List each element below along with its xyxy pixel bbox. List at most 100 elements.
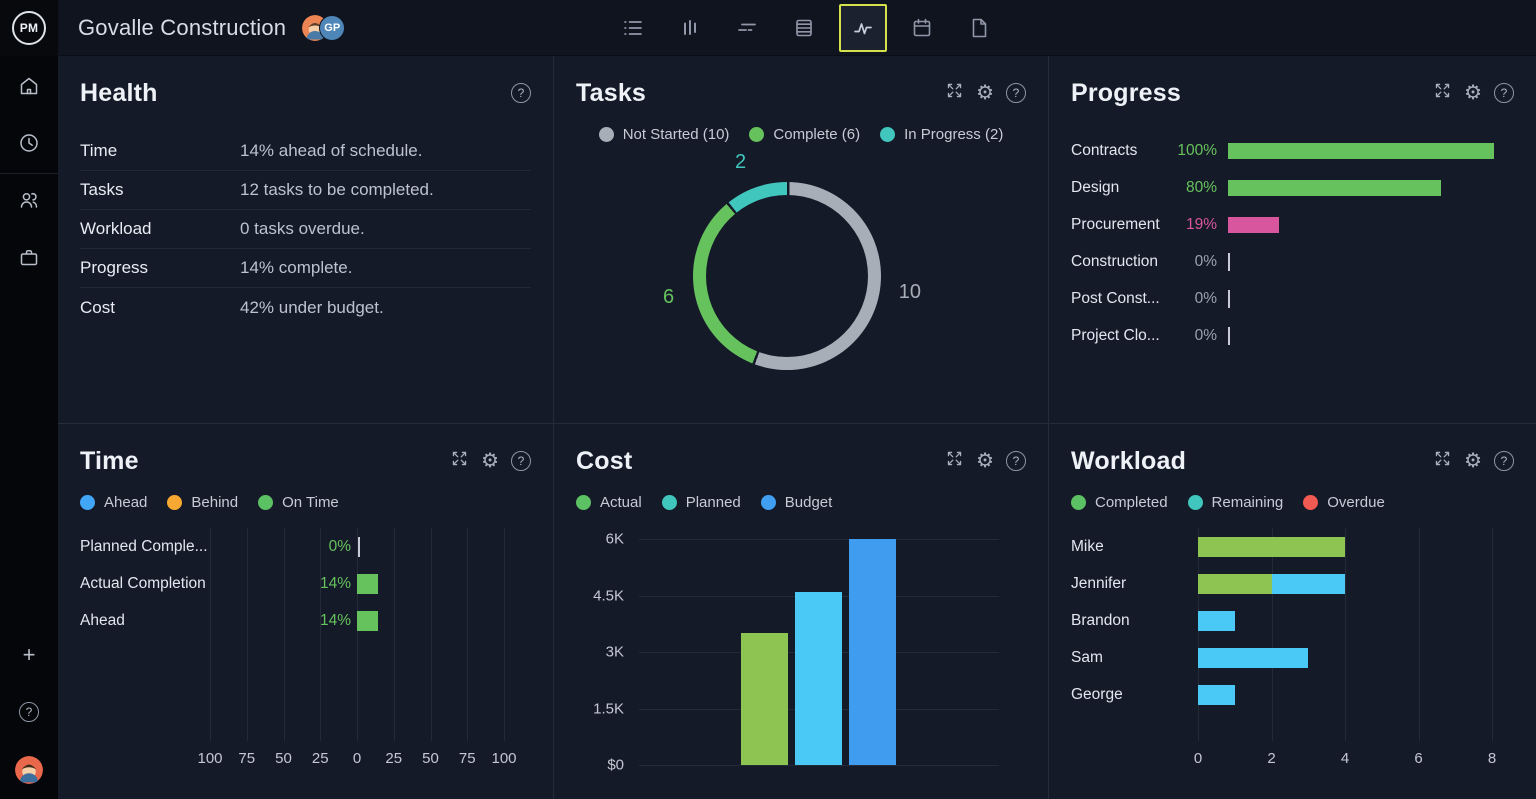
gantt-view-button[interactable] (725, 6, 769, 50)
gridline (1345, 528, 1346, 741)
calendar-view-button[interactable] (900, 6, 944, 50)
axis-tick-label: 1.5K (593, 700, 624, 717)
axis-tick-label: 8 (1487, 750, 1497, 767)
workload-bar-remaining (1198, 647, 1309, 668)
legend-dot-icon (1187, 495, 1203, 510)
time-row: Planned Comple... 0% (80, 528, 504, 565)
legend-item[interactable]: Behind (167, 494, 238, 511)
sheet-view-button[interactable] (782, 6, 826, 50)
legend-item[interactable]: Complete (6) (749, 126, 860, 143)
panel-health: Health ? Time 14% ahead of schedule. Tasks… (58, 56, 553, 423)
health-row-label: Time (80, 141, 118, 160)
legend-dot-icon (760, 495, 776, 510)
donut-callout: 6 (663, 286, 675, 308)
workload-chart: Mike Jennifer Brandon Sam George (1071, 528, 1493, 741)
progress-row-percent: 0% (1194, 326, 1217, 344)
expand-icon[interactable] (945, 81, 964, 105)
axis-tick-label: 25 (385, 750, 403, 767)
legend-item[interactable]: Budget (760, 494, 832, 511)
time-bar (357, 610, 378, 631)
expand-icon[interactable] (945, 449, 964, 473)
progress-bar-track (1228, 252, 1494, 271)
panel-cost: Cost ⚙ ? Actual Planned Budget 6K 4.5K 3K 1.5… (553, 423, 1048, 799)
top-bar: Govalle Construction GP (58, 0, 1536, 56)
axis-tick-label: 4.5K (593, 587, 624, 604)
progress-bar (1228, 179, 1441, 196)
expand-icon[interactable] (1433, 81, 1452, 105)
expand-icon[interactable] (1433, 449, 1452, 473)
axis-tick-label: 100 (491, 750, 517, 767)
health-row-label: Workload (80, 219, 152, 238)
panel-title-time: Time (80, 446, 139, 475)
legend-item[interactable]: Completed (1071, 494, 1168, 511)
axis-tick-label: 75 (238, 750, 256, 767)
panel-progress: Progress ⚙ ? Contracts 100% Design 80% Procu… (1048, 56, 1536, 423)
member-avatar-initials[interactable]: GP (319, 14, 346, 41)
help-icon[interactable]: ? (1006, 83, 1026, 103)
cost-bar (849, 539, 896, 765)
progress-row: Post Const... 0% (1071, 280, 1514, 317)
legend-dot-icon (576, 495, 591, 510)
help-icon[interactable]: ? (1006, 451, 1026, 471)
user-avatar[interactable] (15, 756, 43, 784)
panel-title-health: Health (80, 78, 158, 107)
list-icon (624, 20, 642, 35)
gear-icon[interactable]: ⚙ (976, 450, 994, 472)
legend-item[interactable]: Actual (576, 494, 642, 511)
pm-logo[interactable]: PM (12, 11, 46, 45)
left-sidebar: + ? (0, 56, 58, 799)
workload-row-label: Mike (1071, 537, 1104, 555)
progress-row-percent: 0% (1194, 252, 1217, 270)
gear-icon[interactable]: ⚙ (481, 450, 499, 472)
help-icon[interactable]: ? (511, 451, 531, 471)
gear-icon[interactable]: ⚙ (1464, 450, 1482, 472)
expand-icon[interactable] (450, 449, 469, 473)
sidebar-help-button[interactable]: ? (13, 696, 45, 728)
legend-item[interactable]: Not Started (10) (598, 126, 729, 143)
sidebar-item-home[interactable] (13, 70, 45, 102)
progress-row-percent: 19% (1185, 215, 1217, 233)
progress-row: Project Clo... 0% (1071, 317, 1514, 354)
legend-dot-icon (258, 495, 274, 510)
legend-label: Behind (191, 494, 239, 511)
sidebar-item-recent[interactable] (13, 127, 45, 159)
axis-tick-label: 6 (1414, 750, 1423, 767)
sidebar-add-button[interactable]: + (13, 639, 45, 671)
workload-bar-remaining (1198, 684, 1235, 705)
legend-item[interactable]: Overdue (1303, 494, 1385, 511)
help-icon[interactable]: ? (511, 83, 531, 103)
briefcase-icon (20, 250, 38, 266)
help-icon[interactable]: ? (1494, 451, 1514, 471)
dashboard-view-button[interactable] (839, 3, 887, 52)
workload-row: George (1071, 676, 1492, 713)
health-row: Workload 0 tasks overdue. (80, 210, 531, 249)
legend-item[interactable]: Remaining (1187, 494, 1284, 511)
sidebar-item-team[interactable] (13, 184, 45, 216)
help-icon[interactable]: ? (1494, 83, 1514, 103)
workload-bar-remaining (1271, 573, 1345, 594)
progress-row: Procurement 19% (1071, 206, 1514, 243)
cost-bar (795, 591, 842, 765)
progress-chart: Contracts 100% Design 80% Procurement 19% Cons… (1071, 132, 1514, 354)
progress-bar-track (1228, 289, 1494, 308)
gear-icon[interactable]: ⚙ (1464, 82, 1482, 104)
legend-label: On Time (282, 494, 339, 511)
progress-row: Construction 0% (1071, 243, 1514, 280)
legend-item[interactable]: Planned (661, 494, 741, 511)
legend-item[interactable]: On Time (258, 494, 339, 511)
calendar-icon (913, 18, 931, 36)
gridline (393, 528, 395, 741)
workload-row-label: Sam (1071, 648, 1103, 666)
gear-icon[interactable]: ⚙ (976, 82, 994, 104)
legend-label: Remaining (1211, 494, 1284, 511)
docs-view-button[interactable] (957, 6, 1001, 50)
list-view-button[interactable] (611, 6, 655, 50)
health-row: Tasks 12 tasks to be completed. (80, 171, 531, 210)
legend-item[interactable]: Ahead (80, 494, 147, 511)
tasks-legend: Not Started (10) Complete (6) In Progress … (576, 126, 1026, 143)
time-chart: Planned Comple... 0% Actual Completion 14% A… (80, 528, 505, 741)
sidebar-item-portfolio[interactable] (13, 242, 45, 274)
axis-tick-label: 6K (605, 530, 624, 548)
board-view-button[interactable] (668, 6, 712, 50)
legend-item[interactable]: In Progress (2) (880, 126, 1003, 143)
